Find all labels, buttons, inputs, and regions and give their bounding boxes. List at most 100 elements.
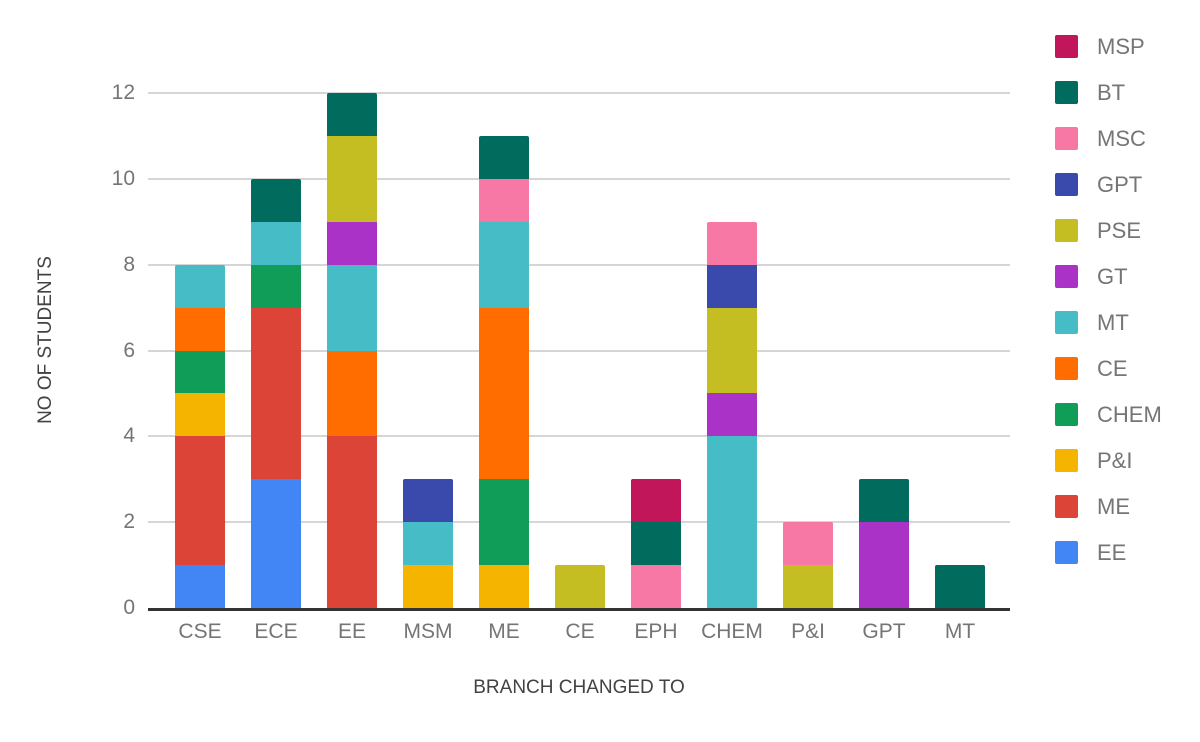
bar-segment[interactable] [175,436,225,566]
legend-item: CE [1055,355,1162,381]
bar-segment[interactable] [479,307,529,480]
bar-segment[interactable] [327,350,377,437]
bar-segment[interactable] [859,522,909,608]
bar-segment[interactable] [935,565,985,608]
bar-segment[interactable] [783,522,833,566]
gridline [148,177,1010,180]
legend-item: EE [1055,539,1162,565]
legend-swatch [1055,357,1078,380]
bar-segment[interactable] [327,264,377,351]
bar-column [238,93,314,608]
bar-segment[interactable] [403,522,453,566]
legend-swatch [1055,403,1078,426]
legend-item: GT [1055,263,1162,289]
gridline [148,349,1010,352]
bar-segment[interactable] [479,479,529,566]
legend-item: MSP [1055,33,1162,59]
gridline [148,263,1010,266]
legend-item: MT [1055,309,1162,335]
bar-segment[interactable] [251,479,301,608]
y-tick-label: 12 [111,81,135,104]
bar-segment[interactable] [631,479,681,523]
bar-segment[interactable] [631,522,681,566]
bar-segment[interactable] [707,393,757,437]
legend-item: CHEM [1055,402,1162,427]
bar-segment[interactable] [479,565,529,608]
bar-segment[interactable] [251,221,301,265]
bar-segment[interactable] [783,565,833,608]
bar-segment[interactable] [175,565,225,608]
bar-segment[interactable] [251,178,301,222]
bar-segment[interactable] [403,565,453,608]
x-axis-line [148,608,1010,611]
bar-segment[interactable] [707,221,757,265]
x-axis-title: BRANCH CHANGED TO [473,677,685,698]
x-tick-label: P&I [791,620,825,643]
bar-segment[interactable] [175,393,225,437]
y-tick-label: 6 [123,338,135,362]
legend-item: BT [1055,80,1162,105]
bar-column [466,93,542,608]
legend-swatch [1055,449,1078,472]
bar-segment[interactable] [707,264,757,308]
legend-swatch [1055,127,1078,150]
legend-swatch [1055,265,1078,288]
legend-item: PSE [1055,217,1162,243]
legend-label: GPT [1097,171,1143,197]
x-tick-label: GPT [862,620,906,643]
plot-area [148,92,1010,611]
y-tick-label: 4 [123,424,135,448]
legend-label: MSP [1097,33,1145,59]
bar-segment[interactable] [175,307,225,351]
bar-column [922,93,998,608]
bar-segment[interactable] [707,436,757,608]
bar-column [390,93,466,608]
y-tick-label: 0 [123,596,135,619]
y-tick-label: 2 [123,510,135,534]
bar-segment[interactable] [479,135,529,179]
legend-label: CE [1097,355,1128,381]
legend-item: ME [1055,494,1162,519]
gridline [148,435,1010,438]
bar-segment[interactable] [403,479,453,523]
legend-label: PSE [1097,217,1142,243]
bar-segment[interactable] [327,135,377,222]
x-axis: CSE ECE EE MSM ME CE EPH CHEM P&I GPT MT [162,620,998,644]
x-tick-label: ME [488,620,520,643]
bar-segment[interactable] [175,264,225,308]
gridline [148,92,1010,94]
legend-swatch [1055,81,1078,104]
x-tick-label: MSM [403,620,453,643]
legend: MSP BT MSC GPT PSE GT MT CE CHEM P&I ME EE [1055,33,1162,587]
bar-segment[interactable] [555,565,605,608]
legend-label: MT [1097,309,1129,335]
legend-label: P&I [1097,447,1133,473]
bar-segment[interactable] [175,350,225,394]
bar-segment[interactable] [251,264,301,308]
bar-column [770,93,846,608]
bar-column [846,93,922,608]
y-tick-label: 10 [111,166,135,190]
bar-segment[interactable] [327,221,377,265]
bars-row [162,93,998,608]
legend-label: EE [1097,539,1127,565]
bar-segment[interactable] [859,479,909,523]
bar-column [314,93,390,608]
bar-segment[interactable] [251,307,301,480]
bar-column [542,93,618,608]
bar-segment[interactable] [327,93,377,136]
x-tick-label: CHEM [701,620,763,643]
bar-segment[interactable] [479,178,529,222]
bar-segment[interactable] [479,221,529,308]
gridline [148,521,1010,524]
x-tick-label: MT [944,620,976,643]
legend-label: GT [1097,263,1128,289]
bar-segment[interactable] [631,565,681,608]
bar-column [694,93,770,608]
legend-item: P&I [1055,447,1162,473]
x-tick-label: EPH [634,620,678,643]
bar-segment[interactable] [327,436,377,608]
bar-segment[interactable] [707,307,757,394]
x-tick-label: ECE [254,620,298,643]
